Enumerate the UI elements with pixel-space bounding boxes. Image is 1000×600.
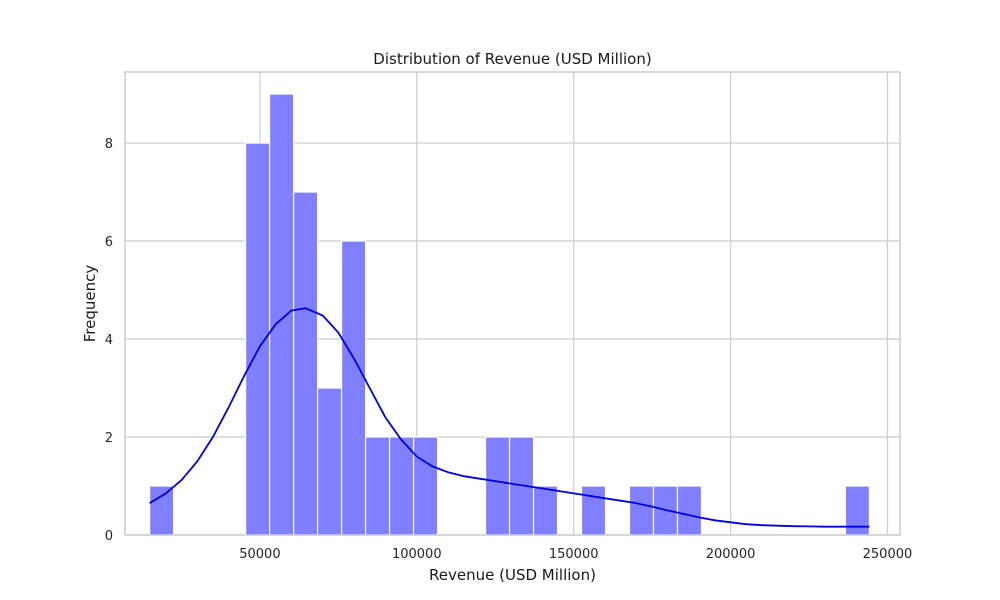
bars-layer: [149, 93, 871, 536]
kde-curve: [149, 307, 870, 528]
histogram-bar: [580, 485, 607, 536]
y-axis-label: Frequency: [81, 265, 99, 343]
plot-frame: [124, 71, 901, 536]
x-tick-label: 150000: [549, 547, 599, 562]
y-tick-label: 4: [105, 333, 113, 348]
histogram-bar: [628, 485, 655, 536]
chart-title: Distribution of Revenue (USD Million): [373, 50, 651, 68]
histogram-bar: [316, 387, 343, 536]
x-tick-label: 250000: [863, 547, 913, 562]
histogram-bar: [412, 436, 439, 536]
x-tick-label: 100000: [392, 547, 442, 562]
histogram-bar: [364, 436, 391, 536]
y-tick-label: 8: [105, 137, 113, 152]
x-tick-label: 50000: [239, 547, 280, 562]
histogram-bar: [844, 485, 871, 536]
histogram-bar: [532, 485, 559, 536]
histogram-bar: [149, 485, 175, 536]
y-tick-labels: 0 2 4 6 8: [105, 137, 113, 544]
y-tick-label: 2: [105, 431, 113, 446]
histogram-bar: [292, 191, 319, 536]
x-axis-label: Revenue (USD Million): [429, 566, 596, 584]
y-tick-label: 6: [105, 235, 113, 250]
x-tick-label: 200000: [706, 547, 756, 562]
y-tick-label: 0: [105, 529, 113, 544]
x-tick-labels: 50000 100000 150000 200000 250000: [239, 547, 912, 562]
histogram-bar: [268, 93, 295, 536]
histogram-bar: [484, 436, 511, 536]
histogram-bar: [340, 240, 367, 536]
histogram-bar: [388, 436, 415, 536]
histogram-bar: [676, 485, 703, 536]
